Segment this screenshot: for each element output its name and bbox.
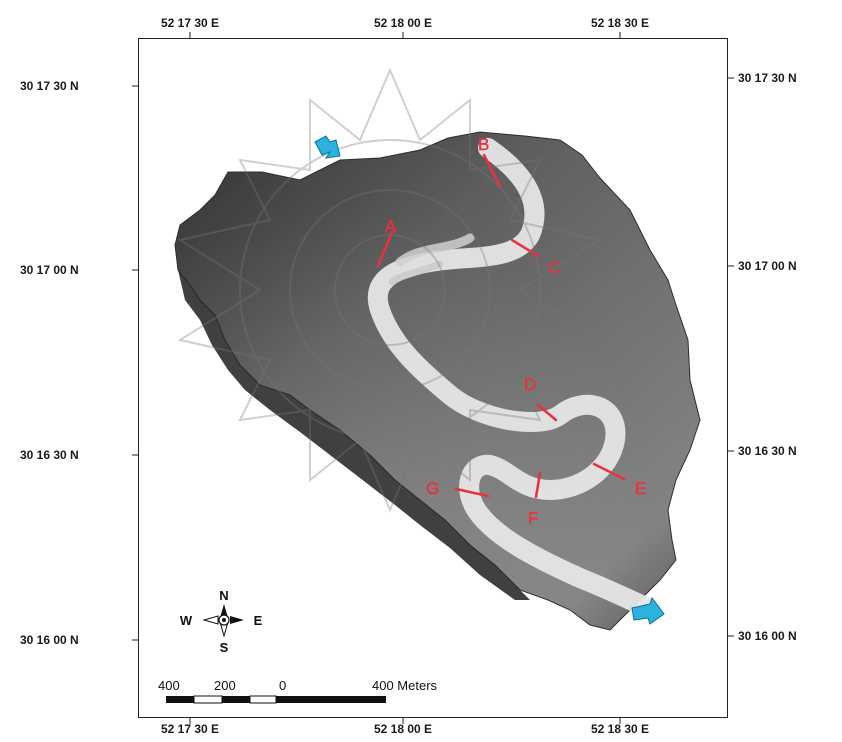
top-longitude-label: 52 18 30 E — [590, 16, 650, 30]
river-channel — [368, 138, 658, 618]
scale-tick-label: 400 Meters — [372, 678, 438, 693]
section-label-b: B — [478, 135, 489, 154]
scale-bar — [166, 695, 386, 704]
section-label-a: A — [385, 217, 397, 236]
section-label-e: E — [635, 479, 646, 498]
left-latitude-label: 30 16 30 N — [20, 448, 79, 462]
frame-ticks — [132, 32, 734, 724]
section-line-g — [454, 487, 490, 498]
bottom-longitude-label: 52 18 00 E — [373, 722, 433, 736]
top-longitude-label: 52 17 30 E — [160, 16, 220, 30]
compass-icon — [202, 604, 244, 638]
section-line-a — [376, 230, 394, 268]
compass-east-label: E — [254, 613, 263, 628]
left-latitude-label: 30 16 00 N — [20, 633, 79, 647]
compass-west-label: W — [180, 613, 193, 628]
river-tributary — [395, 233, 475, 267]
bottom-longitude-label: 52 17 30 E — [160, 722, 220, 736]
left-latitude-label: 30 17 30 N — [20, 79, 79, 93]
scale-tick-label: 400 — [158, 678, 180, 693]
scale-tick-label: 200 — [214, 678, 236, 693]
section-line-c — [510, 238, 540, 258]
dark-west-slope — [178, 270, 530, 600]
right-latitude-label: 30 17 30 N — [738, 71, 797, 85]
left-latitude-label: 30 17 00 N — [20, 263, 79, 277]
compass-south-label: S — [220, 640, 229, 655]
right-latitude-label: 30 16 30 N — [738, 444, 797, 458]
section-line-b — [482, 153, 502, 188]
right-latitude-label: 30 17 00 N — [738, 259, 797, 273]
outflow-arrow-icon — [631, 596, 665, 625]
section-line-f — [534, 471, 542, 499]
section-line-d — [536, 403, 558, 422]
section-label-d: D — [524, 375, 536, 394]
section-lines — [376, 153, 626, 499]
top-longitude-label: 52 18 00 E — [373, 16, 433, 30]
compass-north-label: N — [219, 588, 228, 603]
section-line-e — [592, 462, 626, 481]
right-latitude-label: 30 16 00 N — [738, 629, 797, 643]
scale-tick-label: 0 — [279, 678, 286, 693]
bottom-longitude-label: 52 18 30 E — [590, 722, 650, 736]
section-label-f: F — [528, 509, 538, 528]
inflow-arrow-icon — [314, 135, 341, 159]
section-label-g: G — [426, 479, 439, 498]
section-label-c: C — [548, 258, 560, 277]
river-tributary — [388, 260, 444, 286]
